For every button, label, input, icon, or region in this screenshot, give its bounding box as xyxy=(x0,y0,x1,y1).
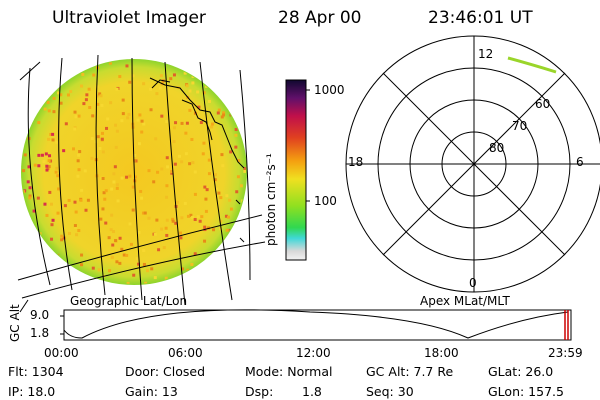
mlat-label-60: 60 xyxy=(535,97,551,111)
gc-altitude: GC Alt: 7.7 Re xyxy=(366,364,454,379)
sequence-number: Seq: 30 xyxy=(366,384,414,399)
polar-panel-caption: Apex MLat/MLT xyxy=(420,294,510,308)
geo-longitude: GLon: 157.5 xyxy=(488,384,564,399)
mlt-label-6: 6 xyxy=(576,155,584,169)
geo-latitude: GLat: 26.0 xyxy=(488,364,554,379)
altitude-xtick-0000: 00:00 xyxy=(44,346,79,360)
altitude-xtick-1800: 18:00 xyxy=(424,346,459,360)
mlat-label-80: 80 xyxy=(489,141,505,155)
altitude-xtick-0600: 06:00 xyxy=(168,346,203,360)
colorbar xyxy=(285,79,310,261)
geo-panel-caption: Geographic Lat/Lon xyxy=(70,294,188,308)
altitude-ylabel: GC Alt xyxy=(8,304,22,342)
dsp-value: 1.8 xyxy=(302,384,322,399)
mlat-label-70: 70 xyxy=(512,119,528,133)
polar-plot xyxy=(345,35,600,293)
coastline xyxy=(149,77,245,243)
door-status: Door: Closed xyxy=(125,364,206,379)
colorbar-tick-100: 100 xyxy=(314,194,337,208)
mode-value: Mode: Normal xyxy=(245,364,333,379)
gain-value: Gain: 13 xyxy=(125,384,178,399)
mlt-label-0: 0 xyxy=(469,276,477,290)
ip-value: IP: 18.0 xyxy=(8,384,56,399)
altitude-xtick-1200: 12:00 xyxy=(296,346,331,360)
date-label: 28 Apr 00 xyxy=(278,8,362,28)
altitude-xtick-2359: 23:59 xyxy=(548,346,583,360)
altitude-ytick-9: 9.0 xyxy=(30,308,50,322)
altitude-plot xyxy=(60,309,572,341)
altitude-ytick-1-8: 1.8 xyxy=(30,326,50,340)
mlt-label-18: 18 xyxy=(348,155,364,169)
geographic-grid xyxy=(17,54,266,313)
dsp-label: Dsp: xyxy=(245,384,274,399)
flight-number: Flt: 1304 xyxy=(8,364,64,379)
mlt-label-12: 12 xyxy=(478,47,494,61)
colorbar-unit-label: photon cm⁻²s⁻¹ xyxy=(264,153,278,246)
time-label: 23:46:01 UT xyxy=(428,8,533,28)
colorbar-tick-1000: 1000 xyxy=(314,83,345,97)
app-title: Ultraviolet Imager xyxy=(52,8,206,28)
